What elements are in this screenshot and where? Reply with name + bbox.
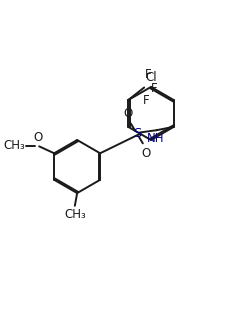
Text: S: S [133, 127, 141, 140]
Text: CH₃: CH₃ [3, 139, 25, 152]
Text: F: F [145, 68, 152, 81]
Text: CH₃: CH₃ [64, 208, 86, 221]
Text: O: O [123, 107, 132, 120]
Text: Cl: Cl [145, 71, 157, 84]
Text: F: F [143, 94, 150, 107]
Text: F: F [151, 82, 157, 95]
Text: O: O [33, 131, 43, 144]
Text: O: O [141, 148, 150, 161]
Text: NH: NH [147, 132, 164, 145]
